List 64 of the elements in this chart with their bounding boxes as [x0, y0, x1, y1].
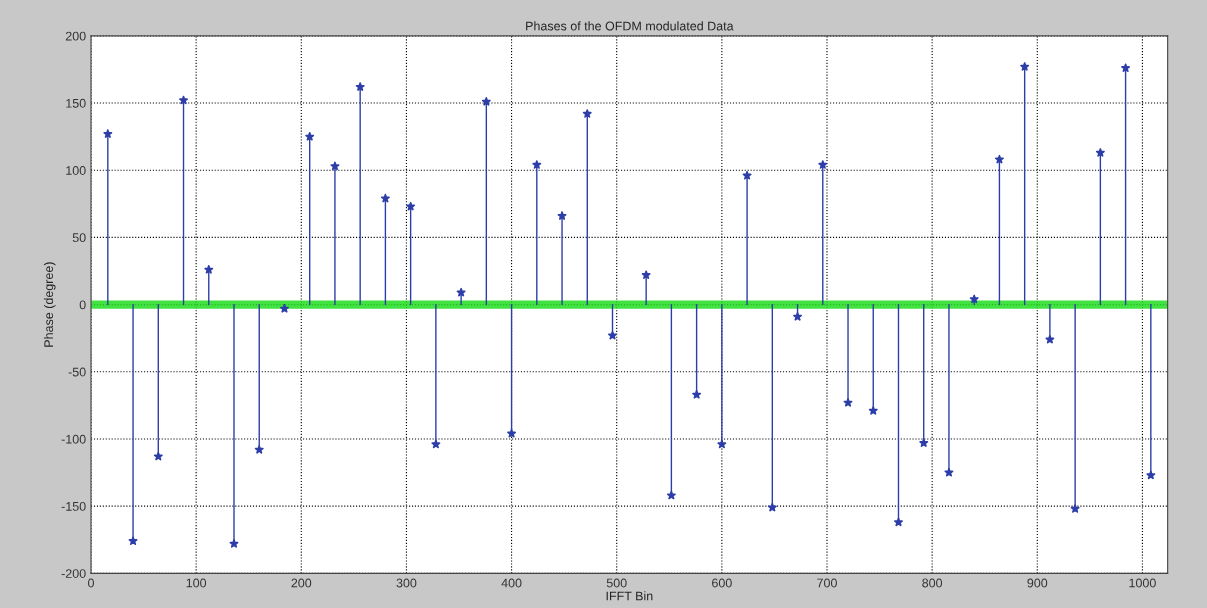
point	[969, 294, 979, 304]
x-tick-label: 200	[291, 578, 312, 588]
x-tick-label: 500	[606, 578, 627, 588]
point	[767, 502, 777, 512]
point	[128, 536, 138, 546]
x-tick-label: 0	[88, 578, 94, 588]
point	[179, 95, 188, 105]
point	[355, 82, 365, 91]
y-tick-label: -150	[61, 501, 86, 511]
point	[1070, 504, 1080, 513]
point	[994, 154, 1004, 164]
point	[843, 398, 853, 407]
y-tick-label: 50	[72, 233, 86, 243]
point	[666, 490, 676, 500]
y-axis-title: Phase (degree)	[43, 262, 56, 347]
y-tick-label: -50	[68, 367, 86, 377]
point	[305, 132, 315, 141]
point	[532, 160, 542, 169]
point	[1121, 63, 1131, 73]
y-tick-label: 0	[79, 300, 86, 310]
point	[204, 265, 214, 274]
point	[919, 438, 929, 447]
x-tick-label: 900	[1027, 578, 1048, 588]
point	[868, 406, 878, 415]
point	[894, 517, 903, 527]
point	[406, 201, 416, 211]
point	[103, 129, 113, 138]
point	[944, 467, 954, 477]
point	[1095, 148, 1105, 157]
point	[456, 287, 466, 297]
x-tick-label: 100	[186, 578, 207, 588]
y-tick-label: -100	[61, 434, 86, 444]
point	[717, 439, 727, 449]
point	[330, 161, 340, 171]
point	[793, 312, 803, 321]
point	[1045, 334, 1055, 344]
point	[254, 445, 264, 454]
point	[818, 160, 828, 169]
point	[1020, 62, 1030, 71]
y-tick-label: 200	[65, 31, 86, 41]
x-tick-label: 600	[712, 578, 732, 588]
point	[380, 193, 390, 203]
point	[507, 428, 517, 438]
x-tick-label: 700	[817, 578, 837, 588]
x-axis-title: IFFT Bin	[606, 591, 653, 601]
point	[557, 211, 567, 220]
point	[742, 170, 752, 180]
x-tick-label: 400	[501, 578, 522, 588]
y-tick-label: 100	[66, 166, 86, 175]
y-tick-label: 150	[66, 98, 86, 108]
x-tick-label: 300	[396, 578, 417, 588]
point	[431, 439, 441, 449]
point	[481, 97, 491, 106]
point	[1146, 470, 1156, 480]
point	[153, 451, 163, 461]
point	[641, 270, 651, 279]
x-tick-label: 800	[922, 578, 943, 588]
x-tick-label: 1000	[1129, 578, 1156, 588]
point	[582, 109, 592, 118]
point	[692, 389, 702, 399]
y-tick-label: -200	[61, 569, 86, 578]
point	[229, 539, 239, 548]
point	[608, 330, 617, 340]
chart-title: Phases of the OFDM modulated Data	[526, 21, 734, 31]
